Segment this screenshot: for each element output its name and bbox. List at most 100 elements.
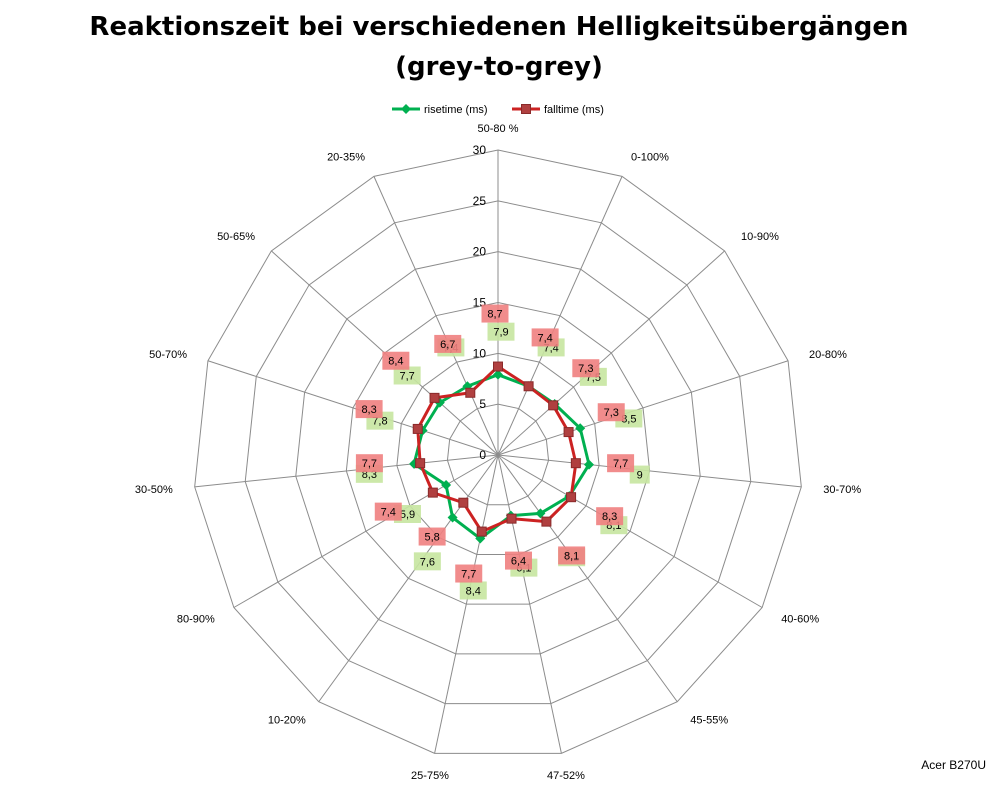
falltime-data-label: 8,3	[361, 404, 376, 416]
falltime-data-label: 7,3	[578, 363, 593, 375]
falltime-data-label-bg	[572, 359, 600, 378]
falltime-point	[412, 423, 423, 434]
grid-spoke	[373, 176, 499, 456]
falltime-data-label-bg	[418, 527, 446, 546]
grid-ring	[194, 149, 802, 754]
chart-subtitle: (grey-to-grey)	[395, 52, 603, 82]
radial-tick-label: 0	[479, 448, 486, 462]
risetime-data-label-bg	[487, 322, 515, 341]
falltime-point	[548, 400, 559, 411]
grid-spoke	[194, 454, 499, 488]
falltime-data-label: 8,3	[602, 511, 617, 523]
radial-tick-label: 5	[479, 397, 486, 411]
grid-spoke	[497, 454, 678, 703]
falltime-point	[476, 526, 487, 537]
grid-spoke	[497, 454, 763, 608]
grid-ring	[446, 403, 550, 506]
grid-spoke	[207, 360, 499, 456]
falltime-point	[523, 381, 534, 392]
category-label: 20-35%	[327, 151, 365, 163]
falltime-data-label-bg	[374, 502, 402, 521]
radial-tick-label: 10	[473, 346, 487, 360]
category-label: 0-100%	[631, 151, 669, 163]
category-label: 50-80 %	[478, 123, 519, 135]
falltime-data-label: 6,4	[511, 556, 526, 568]
category-label: 30-70%	[823, 484, 861, 496]
category-label: 30-50%	[135, 484, 173, 496]
falltime-point	[541, 516, 552, 527]
falltime-point	[458, 497, 469, 508]
category-label: 80-90%	[177, 614, 215, 626]
falltime-data-label-bg	[596, 507, 624, 526]
risetime-data-label: 9	[637, 470, 643, 482]
falltime-data-label-bg	[434, 334, 462, 353]
falltime-data-label: 7,7	[362, 458, 377, 470]
falltime-point	[506, 513, 517, 524]
grid-spoke	[497, 250, 725, 456]
legend-label: risetime (ms)	[424, 104, 488, 116]
falltime-point	[429, 392, 440, 403]
category-label: 40-60%	[781, 614, 819, 626]
falltime-point	[563, 427, 574, 438]
falltime-data-label: 5,8	[424, 532, 439, 544]
risetime-point	[493, 369, 503, 380]
falltime-point	[427, 487, 438, 498]
risetime-point	[441, 479, 452, 490]
category-label: 25-75%	[411, 770, 449, 782]
category-label: 10-90%	[741, 231, 779, 243]
risetime-data-label-bg	[393, 366, 421, 385]
category-label: 50-65%	[217, 231, 255, 243]
category-label: 20-80%	[809, 349, 847, 361]
falltime-point	[493, 361, 503, 372]
series-line-falltime	[416, 365, 578, 534]
legend-marker	[521, 104, 531, 114]
falltime-data-label-bg	[558, 546, 586, 565]
risetime-data-label: 7,9	[493, 327, 508, 339]
falltime-data-label-bg	[355, 400, 383, 419]
risetime-data-label-bg	[459, 581, 487, 600]
radial-tick-label: 25	[473, 194, 487, 208]
grid-spoke	[233, 454, 499, 608]
risetime-data-label-bg	[629, 465, 650, 484]
risetime-point	[535, 508, 546, 519]
category-label: 47-52%	[547, 770, 585, 782]
falltime-data-label-bg	[531, 328, 559, 347]
falltime-data-label: 8,1	[564, 550, 579, 562]
grid-spoke	[434, 454, 499, 754]
risetime-point	[447, 512, 458, 523]
risetime-point	[575, 423, 586, 434]
radial-tick-label: 30	[473, 143, 487, 157]
risetime-data-label: 8,4	[466, 585, 481, 597]
falltime-data-label-bg	[382, 351, 410, 370]
legend-label: falltime (ms)	[544, 104, 604, 116]
falltime-data-label-bg	[355, 454, 383, 473]
falltime-point	[465, 387, 476, 398]
falltime-point	[415, 458, 426, 469]
falltime-data-label: 7,7	[461, 569, 476, 581]
grid-spoke	[497, 454, 562, 754]
grid-spoke	[497, 176, 623, 456]
risetime-data-label: 5,9	[400, 509, 415, 521]
grid-ring	[244, 200, 752, 705]
risetime-data-label: 7,8	[372, 416, 387, 428]
falltime-data-label: 7,4	[537, 332, 552, 344]
category-label: 50-70%	[149, 349, 187, 361]
falltime-data-label: 8,4	[388, 356, 403, 368]
risetime-point	[583, 459, 594, 470]
risetime-data-label: 7,7	[400, 370, 415, 382]
grid-ring	[396, 352, 600, 555]
legend-marker	[401, 104, 411, 114]
falltime-data-label-bg	[607, 454, 635, 473]
grid-spoke	[497, 360, 789, 456]
falltime-data-label: 7,7	[613, 458, 628, 470]
falltime-point	[566, 492, 577, 503]
category-label: 10-20%	[268, 715, 306, 727]
risetime-data-label-bg	[413, 552, 441, 571]
chart-title: Reaktionszeit bei verschiedenen Helligke…	[89, 12, 909, 42]
category-label: 45-55%	[690, 715, 728, 727]
falltime-data-label: 8,7	[487, 309, 502, 321]
falltime-data-label: 6,7	[440, 339, 455, 351]
risetime-data-label: 7,6	[420, 556, 435, 568]
grid-ring	[295, 251, 701, 655]
